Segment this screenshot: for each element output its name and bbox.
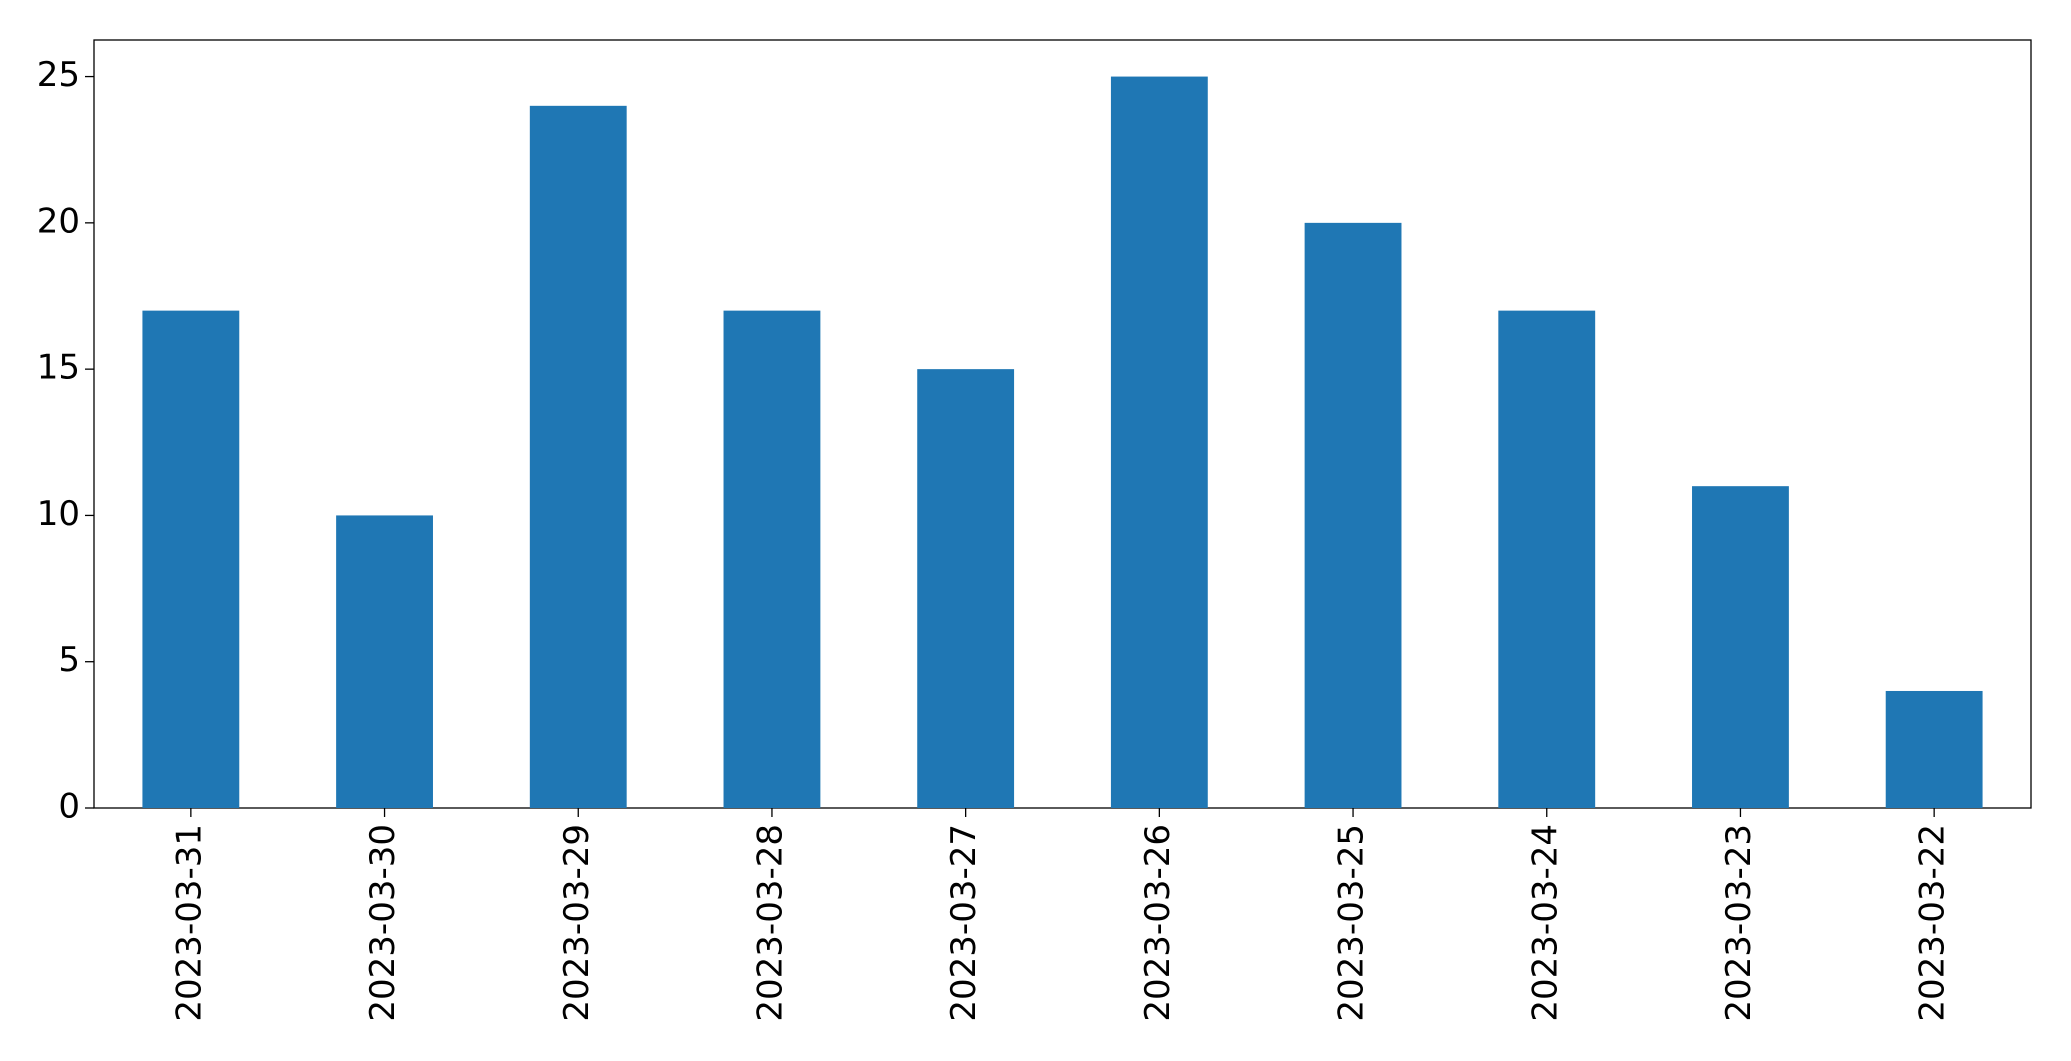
plot-frame	[93, 39, 2032, 809]
x-tick-label: 2023-03-23	[1719, 824, 1759, 1022]
x-tick-label: 2023-03-25	[1332, 824, 1372, 1022]
bar	[1304, 222, 1402, 808]
x-tick-label: 2023-03-28	[750, 824, 790, 1022]
y-tick-label: 20	[37, 201, 80, 241]
bar	[529, 105, 627, 809]
bar	[1885, 690, 1983, 808]
x-tick-label: 2023-03-22	[1913, 824, 1953, 1022]
bar	[1498, 310, 1596, 808]
bar	[142, 310, 240, 808]
bar	[723, 310, 821, 808]
bar	[1110, 76, 1208, 809]
x-tick-label: 2023-03-31	[169, 824, 209, 1022]
y-tick-label: 15	[37, 348, 80, 388]
x-tick-label: 2023-03-27	[944, 824, 984, 1022]
y-tick-label: 25	[37, 55, 80, 95]
y-tick-label: 10	[37, 494, 80, 534]
y-tick-label: 5	[58, 640, 80, 680]
bar	[1692, 486, 1789, 808]
y-tick-label: 0	[58, 787, 80, 827]
x-tick-label: 2023-03-29	[557, 824, 597, 1022]
x-tick-label: 2023-03-24	[1525, 824, 1565, 1022]
x-tick-label: 2023-03-26	[1138, 824, 1178, 1022]
bar	[336, 515, 433, 808]
bar	[917, 369, 1015, 808]
x-tick-label: 2023-03-30	[363, 824, 403, 1022]
